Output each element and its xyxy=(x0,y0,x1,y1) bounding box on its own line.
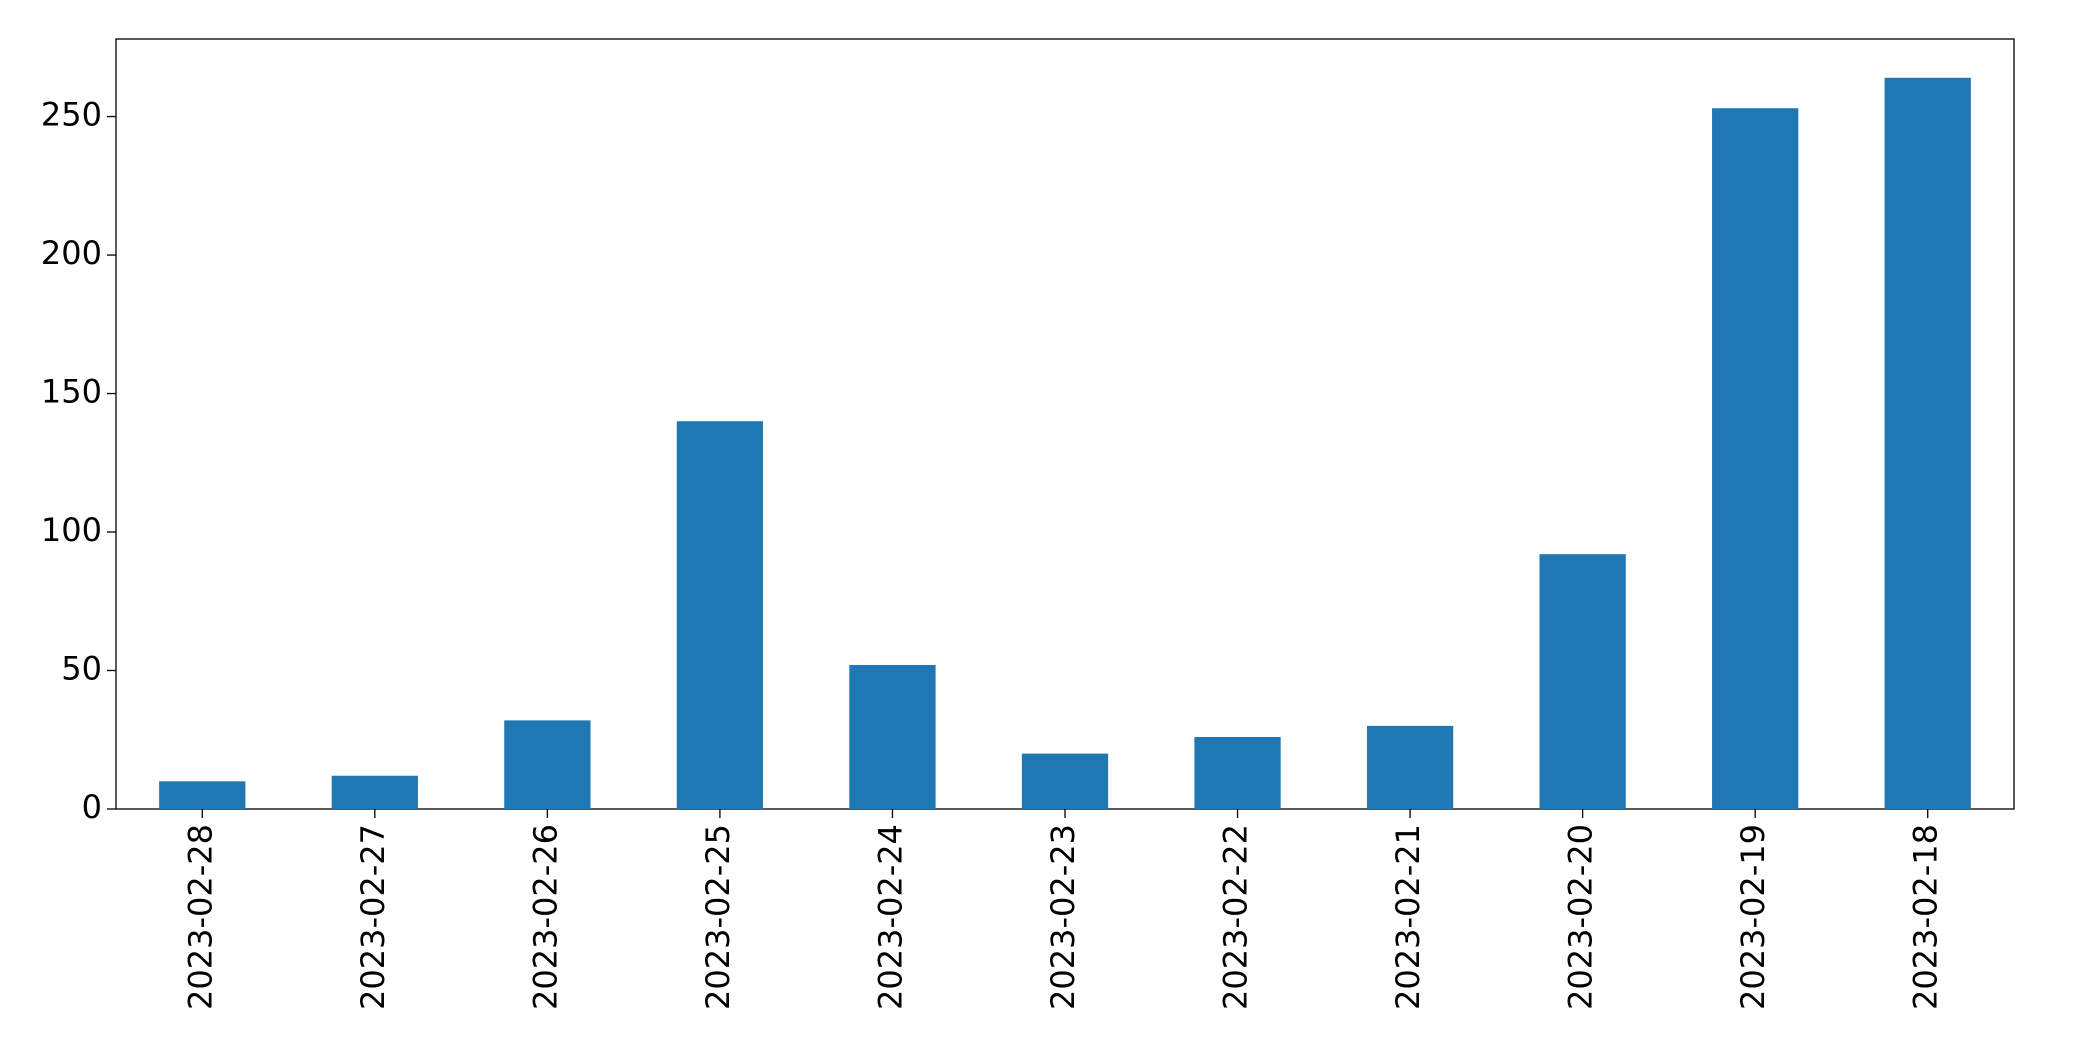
bar xyxy=(1539,554,1626,809)
x-tick-label: 2023-02-28 xyxy=(181,824,219,1010)
y-tick-label: 100 xyxy=(41,511,102,549)
bar xyxy=(1366,725,1454,809)
x-tick-label: 2023-02-24 xyxy=(871,824,909,1010)
x-tick-label: 2023-02-27 xyxy=(354,824,392,1010)
bar xyxy=(849,664,936,809)
x-tick-label: 2023-02-21 xyxy=(1389,824,1427,1010)
x-tick-label: 2023-02-23 xyxy=(1044,824,1082,1010)
y-tick-label: 250 xyxy=(41,96,102,134)
x-tick-label: 2023-02-20 xyxy=(1562,824,1600,1010)
bar xyxy=(1712,108,1799,809)
bar xyxy=(504,720,591,809)
x-tick-label: 2023-02-18 xyxy=(1907,824,1945,1010)
x-tick-label: 2023-02-26 xyxy=(526,824,564,1010)
bar xyxy=(676,421,764,809)
y-tick-label: 200 xyxy=(41,234,102,272)
y-tick-label: 0 xyxy=(82,788,102,826)
bar xyxy=(159,781,246,809)
y-tick-label: 50 xyxy=(61,650,102,688)
bar xyxy=(331,775,418,809)
y-tick-label: 150 xyxy=(41,373,102,411)
x-tick-label: 2023-02-22 xyxy=(1217,824,1255,1010)
bar xyxy=(1884,77,1971,809)
x-tick-label: 2023-02-25 xyxy=(699,824,737,1010)
bar xyxy=(1194,736,1281,809)
x-tick-label: 2023-02-19 xyxy=(1734,824,1772,1010)
bar xyxy=(1021,753,1109,809)
